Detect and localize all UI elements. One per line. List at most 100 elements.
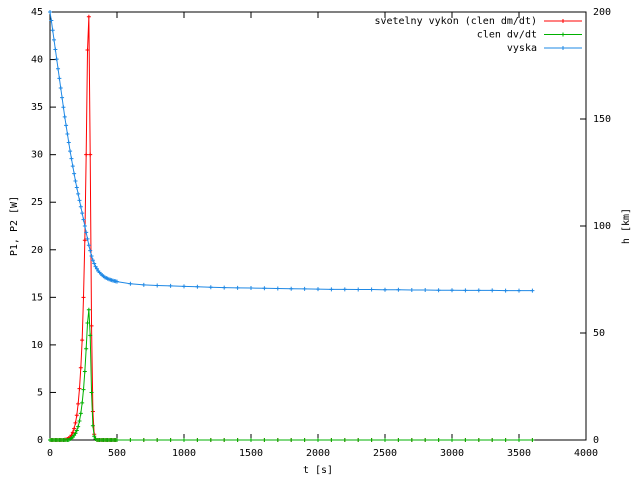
point-marker	[476, 438, 481, 442]
point-marker	[168, 438, 173, 442]
point-marker	[356, 438, 361, 442]
point-marker	[235, 285, 240, 290]
point-marker	[70, 164, 75, 169]
point-marker	[58, 85, 63, 90]
point-marker	[81, 387, 86, 392]
point-marker	[436, 438, 441, 442]
x-tick-label: 1500	[239, 448, 263, 459]
legend-label: clen dv/dt	[477, 30, 537, 41]
point-marker	[409, 287, 414, 292]
point-marker	[86, 14, 91, 19]
point-marker	[57, 76, 62, 81]
point-marker	[85, 321, 90, 326]
x-axis-label: t [s]	[303, 465, 333, 476]
legend-swatch-marker	[561, 19, 565, 23]
point-marker	[249, 286, 253, 291]
point-marker	[195, 438, 200, 442]
point-marker	[517, 288, 521, 293]
point-marker	[68, 149, 73, 154]
point-marker	[115, 438, 119, 442]
point-marker	[82, 224, 87, 228]
y-tick-label: 20	[31, 245, 43, 256]
point-marker	[503, 288, 508, 293]
point-marker	[249, 438, 253, 442]
point-marker	[369, 287, 374, 292]
point-marker	[78, 411, 83, 416]
legend-swatch-marker	[561, 32, 565, 37]
point-marker	[302, 438, 307, 442]
point-marker	[423, 438, 428, 442]
point-marker	[80, 400, 85, 405]
point-marker	[450, 288, 454, 293]
x-tick-label: 4000	[574, 448, 598, 459]
point-marker	[342, 438, 347, 442]
point-marker	[77, 198, 82, 203]
point-marker	[78, 365, 83, 370]
point-marker	[396, 287, 401, 292]
point-marker	[77, 418, 82, 423]
y-tick-label: 0	[37, 435, 43, 446]
y2-axis-label: h [km]	[621, 208, 632, 244]
point-marker	[65, 131, 70, 136]
y-axis-label: P1, P2 [W]	[9, 196, 20, 256]
y2-tick-label: 100	[593, 221, 611, 232]
y-tick-label: 45	[31, 7, 43, 18]
y2-tick-label: 0	[593, 435, 599, 446]
point-marker	[93, 264, 98, 269]
point-marker	[86, 243, 91, 248]
legend-swatch-marker	[561, 46, 565, 50]
x-tick-label: 1000	[172, 448, 196, 459]
point-marker	[61, 105, 66, 110]
point-marker	[84, 230, 89, 235]
point-marker	[517, 438, 521, 442]
point-marker	[222, 438, 227, 442]
point-marker	[208, 438, 213, 442]
point-marker	[69, 156, 74, 161]
point-marker	[56, 66, 61, 71]
point-marker	[80, 211, 85, 216]
point-marker	[50, 28, 55, 33]
x-tick-label: 3500	[507, 448, 531, 459]
y-tick-label: 40	[31, 55, 43, 66]
point-marker	[490, 288, 495, 293]
point-marker	[90, 409, 95, 414]
point-marker	[302, 286, 307, 291]
point-marker	[289, 438, 294, 442]
point-marker	[76, 191, 81, 196]
point-marker	[463, 438, 468, 442]
series-line	[50, 309, 533, 441]
point-marker	[84, 346, 89, 351]
point-marker	[73, 431, 78, 436]
point-marker	[89, 253, 94, 258]
point-marker	[490, 438, 495, 442]
point-marker	[115, 279, 119, 284]
point-marker	[85, 236, 90, 241]
point-marker	[128, 281, 133, 286]
point-marker	[262, 286, 267, 291]
point-marker	[81, 217, 86, 222]
point-marker	[88, 248, 93, 253]
y-tick-label: 35	[31, 102, 43, 113]
point-marker	[476, 288, 481, 293]
point-marker	[369, 438, 374, 442]
point-marker	[329, 438, 334, 442]
plot-border	[49, 11, 587, 441]
point-marker	[52, 37, 57, 42]
point-marker	[76, 424, 81, 429]
point-marker	[49, 18, 54, 23]
point-marker	[530, 438, 535, 442]
point-marker	[235, 438, 240, 442]
y-tick-label: 25	[31, 197, 43, 208]
series-line	[49, 11, 533, 292]
point-marker	[275, 286, 280, 291]
point-marker	[53, 47, 58, 52]
y2-tick-label: 50	[593, 328, 605, 339]
point-marker	[168, 283, 173, 288]
point-marker	[89, 390, 94, 395]
point-marker	[64, 123, 69, 128]
point-marker	[74, 413, 79, 418]
point-marker	[436, 288, 441, 293]
legend-label: svetelny vykon (clen dm/dt)	[374, 16, 537, 27]
point-marker	[383, 438, 387, 442]
